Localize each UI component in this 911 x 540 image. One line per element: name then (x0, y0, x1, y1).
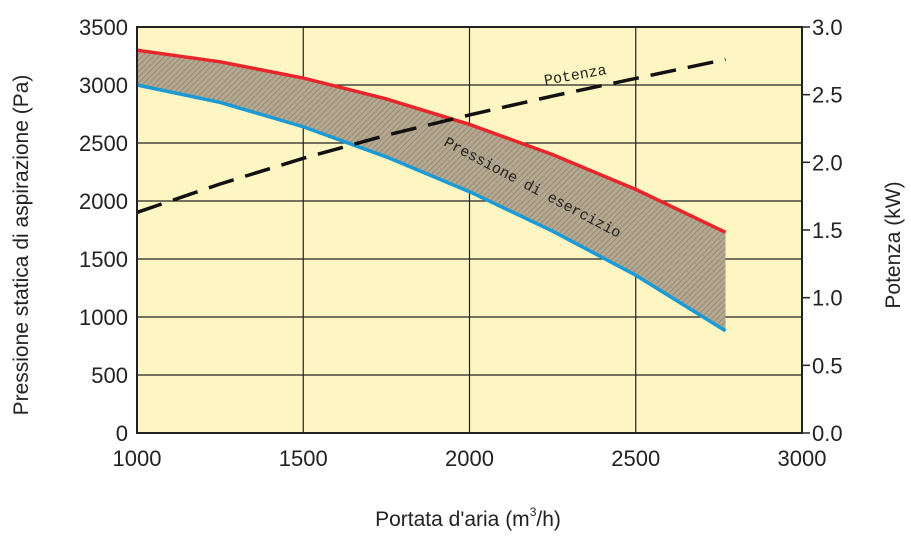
min-pressure-line (136, 83, 727, 333)
x-tick-label: 2500 (611, 446, 660, 471)
y-right-tick-label: 0.0 (812, 421, 843, 446)
x-tick-label: 3000 (778, 446, 827, 471)
max-pressure-line (136, 48, 727, 234)
potenza-line (136, 57, 726, 215)
y-left-tick-label: 2500 (79, 131, 128, 156)
y-right-tick-label: 0.5 (812, 353, 843, 378)
y-axis-right-title: Potenza (kW) (882, 181, 905, 308)
x-tick-label: 1000 (113, 446, 162, 471)
y-left-tick-label: 3000 (79, 73, 128, 98)
y-left-tick-label: 1500 (79, 247, 128, 272)
x-tick-label: 2000 (445, 446, 494, 471)
y-left-tick-label: 1000 (79, 305, 128, 330)
y-left-tick-label: 2000 (79, 189, 128, 214)
y-right-tick-label: 2.5 (812, 83, 843, 108)
axis-ticks: 1000 1500 2000 2500 3000 0 500 1000 1500 2000 2500… (79, 15, 843, 471)
x-tick-label: 1500 (279, 446, 328, 471)
y-right-tick-label: 2.0 (812, 150, 843, 175)
x-axis-title: Portata d'aria (m3/h) (375, 505, 561, 531)
series-lines (136, 48, 727, 333)
y-right-tick-label: 1.5 (812, 218, 843, 243)
y-axis-left-title: Pressione statica di aspirazione (Pa) (10, 75, 33, 416)
y-right-tick-label: 3.0 (812, 15, 843, 40)
y-left-tick-label: 3500 (79, 15, 128, 40)
y-right-tick-label: 1.0 (812, 286, 843, 311)
y-left-tick-label: 0 (116, 421, 128, 446)
y-left-tick-label: 500 (91, 363, 128, 388)
